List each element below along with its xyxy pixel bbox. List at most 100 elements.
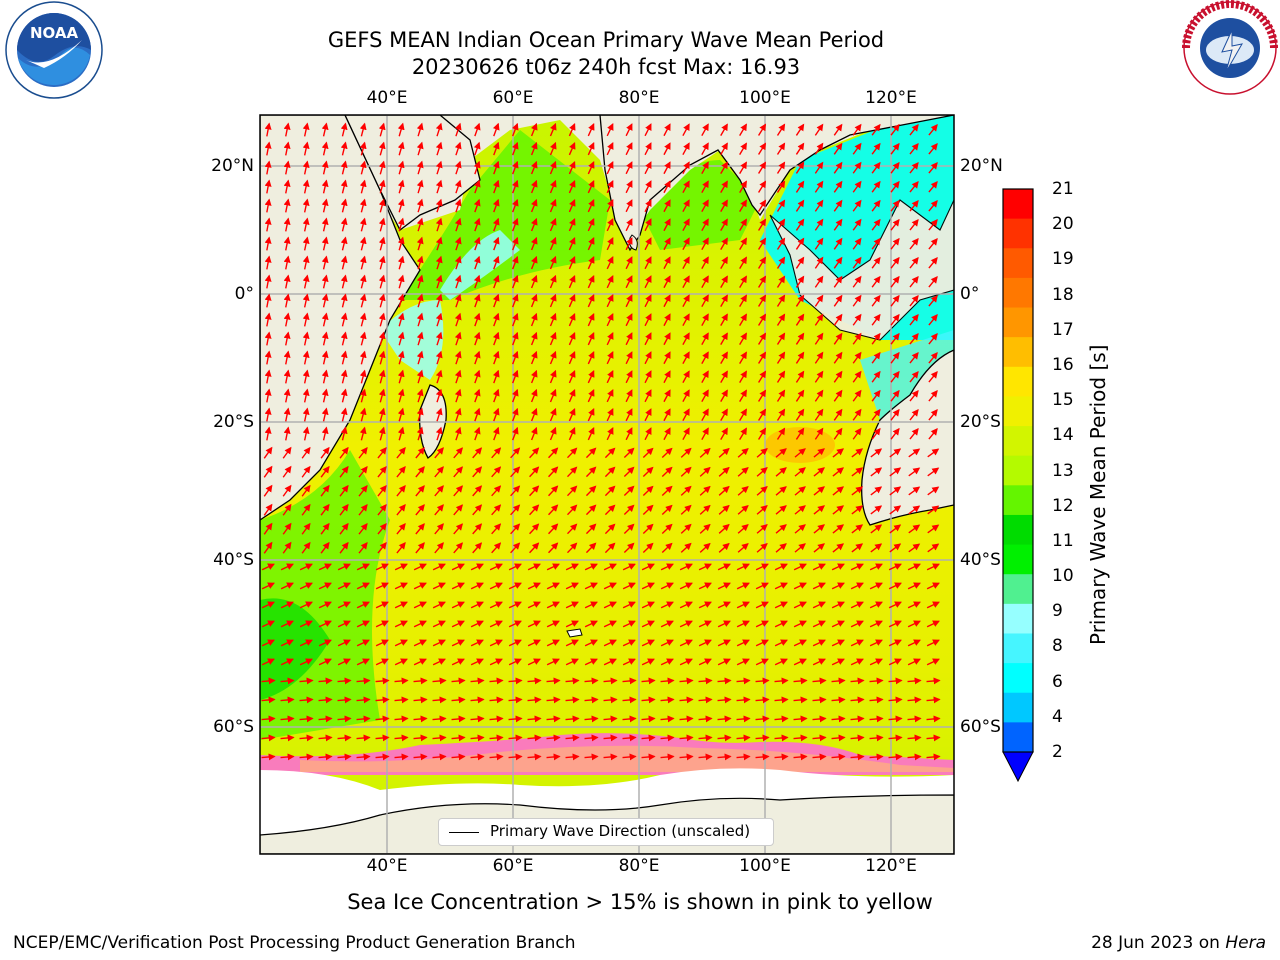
wave-arrow [264, 236, 272, 251]
wave-arrow [587, 313, 595, 327]
wave-arrow [701, 370, 709, 384]
wave-arrow [756, 524, 768, 534]
wave-arrow [909, 142, 919, 155]
wave-arrow [755, 582, 769, 590]
wave-arrow [756, 448, 768, 458]
wave-arrow [606, 427, 614, 441]
wave-arrow [548, 523, 559, 535]
wave-arrow [549, 255, 557, 270]
wave-arrow [603, 620, 617, 628]
wave-arrow [435, 160, 443, 175]
wave-arrow [416, 369, 424, 384]
wave-arrow [280, 639, 294, 647]
wave-arrow [663, 332, 671, 346]
wave-arrow [396, 485, 406, 497]
wave-arrow [394, 582, 408, 590]
colorbar-segment [1003, 307, 1033, 338]
wave-arrow [302, 122, 310, 137]
wave-arrow [850, 563, 864, 571]
colorbar-segment [1003, 366, 1033, 397]
wave-arrow [587, 199, 595, 213]
wave-arrow [397, 350, 405, 365]
wave-arrow [397, 141, 405, 156]
wave-arrow [302, 179, 310, 194]
wave-arrow [416, 274, 424, 289]
wave-arrow [814, 389, 824, 402]
wave-arrow [416, 255, 424, 270]
wave-arrow [565, 620, 579, 628]
wave-arrow [793, 582, 807, 590]
tick-bottom-40e: 40°E [366, 856, 408, 876]
wave-arrow [549, 312, 557, 327]
wave-arrow [320, 465, 330, 478]
wave-arrow [814, 313, 824, 326]
wave-arrow [699, 523, 711, 534]
wave-arrow [679, 563, 693, 571]
wave-arrow [641, 620, 655, 628]
wave-arrow [416, 141, 424, 156]
wave-arrow [320, 522, 330, 535]
wave-arrow [492, 217, 500, 232]
wave-arrow [606, 199, 614, 213]
wave-arrow [660, 582, 674, 590]
wave-arrow [359, 255, 367, 270]
wave-arrow [701, 199, 709, 213]
colorbar-segment [1003, 426, 1033, 457]
wave-arrow [435, 407, 443, 422]
wave-arrow [625, 123, 633, 137]
wave-arrow [870, 543, 883, 553]
wave-arrow [565, 658, 579, 666]
wave-arrow [416, 331, 424, 346]
wave-arrow [378, 141, 386, 156]
wave-arrow [587, 275, 595, 289]
wave-arrow [720, 180, 728, 193]
wave-arrow [603, 582, 617, 590]
wave-arrow [720, 313, 728, 326]
wave-arrow [301, 446, 311, 459]
colorbar-tick-label: 4 [1052, 706, 1063, 727]
tick-bottom-120e: 120°E [865, 856, 917, 876]
wave-arrow [283, 407, 291, 422]
wave-arrow [795, 408, 805, 421]
wave-arrow [337, 582, 351, 590]
wave-arrow [394, 639, 408, 647]
wave-arrow [321, 274, 329, 289]
wave-arrow [358, 446, 368, 459]
wave-arrow [359, 274, 367, 289]
wave-arrow [416, 426, 424, 441]
wave-arrow [415, 504, 425, 516]
wave-arrow [432, 563, 446, 571]
wave-arrow [549, 179, 557, 194]
wave-arrow [869, 601, 883, 609]
wave-arrow [776, 180, 786, 193]
wave-arrow [491, 504, 502, 516]
wave-arrow [644, 218, 652, 232]
wave-arrow [832, 486, 845, 496]
wave-arrow [356, 582, 370, 590]
wave-arrow [283, 293, 291, 308]
wave-arrow [928, 295, 938, 307]
colorbar-tick-label: 10 [1052, 566, 1074, 587]
wave-arrow [359, 122, 367, 137]
wave-arrow [492, 122, 500, 137]
wave-arrow [261, 582, 275, 590]
wave-arrow [378, 160, 386, 175]
wave-arrow [301, 503, 311, 516]
wave-arrow [263, 465, 273, 478]
wave-arrow [795, 294, 805, 307]
wave-arrow [871, 351, 881, 364]
wave-arrow [852, 427, 862, 440]
wave-arrow [814, 237, 824, 250]
title-line-1: GEFS MEAN Indian Ocean Primary Wave Mean… [327, 28, 885, 52]
wave-arrow [435, 426, 443, 441]
wave-arrow [890, 332, 900, 345]
wave-arrow [454, 312, 462, 327]
colorbar-segment [1003, 633, 1033, 664]
wave-arrow [283, 198, 291, 213]
wave-arrow [757, 370, 767, 383]
wave-arrow [739, 351, 747, 364]
wave-arrow [698, 582, 712, 590]
wave-arrow [359, 331, 367, 346]
wave-arrow [321, 160, 329, 175]
wave-arrow [833, 275, 843, 288]
